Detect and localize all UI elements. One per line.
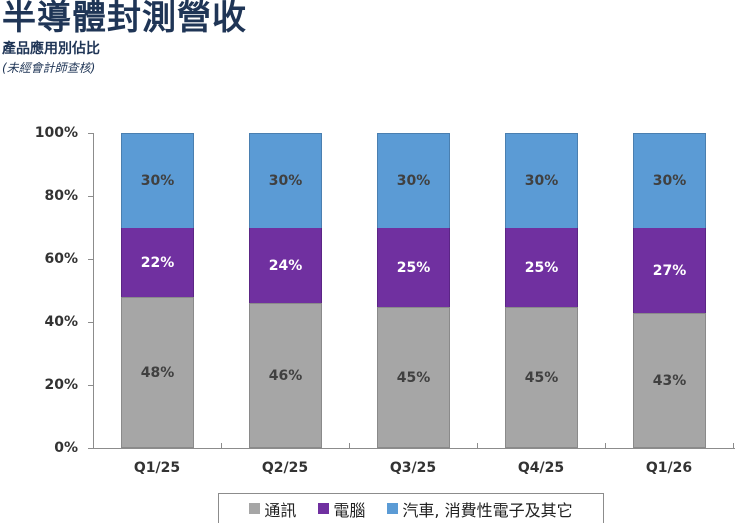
segment-comm: 43% — [633, 313, 706, 448]
x-tick — [477, 443, 478, 448]
bar-q1-26: 30% 27% 43% — [633, 133, 706, 448]
y-tick — [88, 133, 93, 134]
segment-comm: 45% — [377, 307, 450, 448]
legend-item-other: 汽車, 消費性電子及其它 — [387, 497, 573, 521]
x-axis — [93, 448, 735, 449]
y-tick-label: 20% — [44, 377, 78, 393]
legend-label: 電腦 — [333, 500, 366, 520]
segment-other: 30% — [249, 133, 322, 228]
segment-pc: 22% — [121, 228, 194, 297]
x-tick-label: Q1/26 — [645, 460, 693, 476]
bar-q4-25: 30% 25% 45% — [505, 133, 578, 448]
x-tick — [733, 443, 734, 448]
bar-q3-25: 30% 25% 45% — [377, 133, 450, 448]
segment-pc: 27% — [633, 228, 706, 313]
bar-q2-25: 30% 24% 46% — [249, 133, 322, 448]
segment-comm: 45% — [505, 307, 578, 448]
legend-label: 汽車, 消費性電子及其它 — [402, 500, 573, 520]
y-axis — [93, 133, 94, 448]
y-tick — [88, 385, 93, 386]
segment-other: 30% — [505, 133, 578, 228]
y-tick-label: 40% — [44, 314, 78, 330]
segment-other: 30% — [633, 133, 706, 228]
audit-note: (未經會計師查核) — [2, 61, 96, 75]
y-tick — [88, 322, 93, 323]
x-tick-label: Q1/25 — [133, 460, 181, 476]
segment-comm: 46% — [249, 303, 322, 448]
legend-swatch-icon — [318, 503, 330, 514]
x-tick-label: Q2/25 — [261, 460, 309, 476]
legend-item-comm: 通訊 — [249, 497, 296, 521]
x-tick — [221, 443, 222, 448]
segment-other: 30% — [377, 133, 450, 228]
segment-pc: 24% — [249, 228, 322, 303]
segment-comm: 48% — [121, 297, 194, 448]
y-tick-label: 60% — [44, 251, 78, 267]
x-tick — [605, 443, 606, 448]
page-subtitle: 產品應用別佔比 — [2, 41, 100, 57]
segment-pc: 25% — [377, 228, 450, 307]
segment-other: 30% — [121, 133, 194, 228]
segment-pc: 25% — [505, 228, 578, 307]
legend-item-pc: 電腦 — [318, 497, 365, 521]
legend-swatch-icon — [387, 503, 399, 514]
legend-swatch-icon — [249, 503, 261, 514]
legend-label: 通訊 — [264, 500, 297, 520]
y-tick — [88, 448, 93, 449]
y-tick — [88, 259, 93, 260]
bar-q1-25: 30% 22% 48% — [121, 133, 194, 448]
chart-legend: 通訊 電腦 汽車, 消費性電子及其它 — [218, 493, 604, 523]
x-tick-label: Q4/25 — [517, 460, 565, 476]
x-tick — [349, 443, 350, 448]
y-tick-label: 100% — [34, 125, 78, 141]
y-tick-label: 80% — [44, 188, 78, 204]
y-tick-label: 0% — [54, 440, 78, 456]
x-tick-label: Q3/25 — [389, 460, 437, 476]
page-title: 半導體封測營收 — [2, 0, 247, 38]
y-tick — [88, 196, 93, 197]
